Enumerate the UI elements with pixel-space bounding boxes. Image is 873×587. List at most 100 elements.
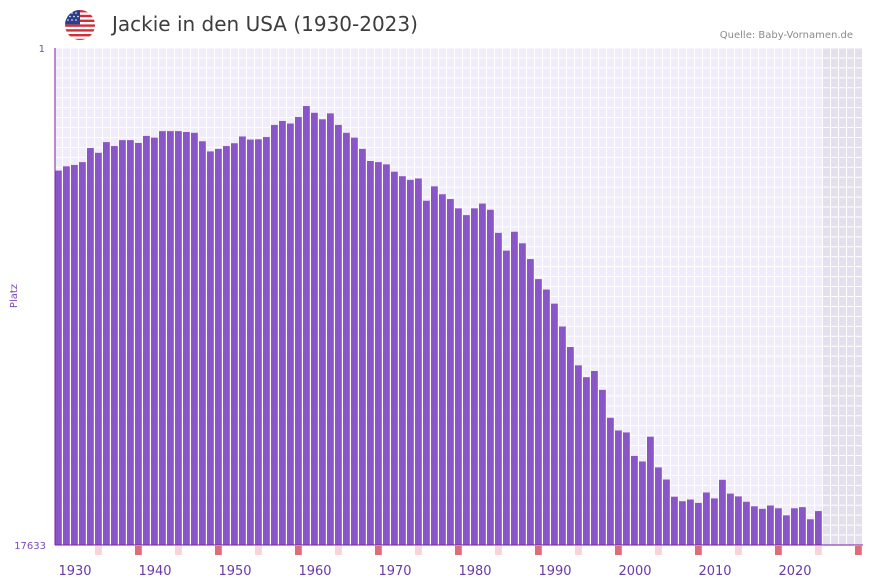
bar-2019 (783, 515, 790, 545)
x-tick-label-2010: 2010 (698, 564, 731, 579)
bar-1978 (455, 208, 462, 546)
bar-2022 (807, 519, 814, 545)
bar-1992 (567, 347, 574, 545)
bar-2010 (711, 498, 718, 545)
bar-2011 (719, 479, 726, 545)
decade-marker-2008 (695, 546, 702, 555)
bar-1983 (495, 232, 502, 545)
bar-1957 (287, 123, 294, 545)
half-decade-marker-1943 (175, 546, 182, 555)
bar-1962 (327, 113, 334, 545)
bar-1980 (471, 208, 478, 546)
x-tick-label-1930: 1930 (58, 564, 91, 579)
bar-2007 (687, 499, 694, 545)
us-flag-icon (65, 10, 95, 40)
bar-1954 (263, 137, 270, 546)
bar-1997 (607, 417, 614, 545)
decade-marker-1948 (215, 546, 222, 555)
bar-1948 (215, 148, 222, 545)
y-axis-label: Platz (9, 284, 20, 308)
bar-1979 (463, 215, 470, 545)
bar-1973 (415, 178, 422, 545)
bar-2017 (767, 505, 774, 545)
half-decade-marker-2013 (735, 546, 742, 555)
bar-1947 (207, 151, 214, 545)
bar-1942 (167, 131, 174, 545)
half-decade-marker-1963 (335, 546, 342, 555)
decade-marker-1998 (615, 546, 622, 555)
half-decade-marker-1933 (95, 546, 102, 555)
source-credit: Quelle: Baby-Vornamen.de (719, 30, 853, 41)
bar-1974 (423, 200, 430, 546)
chart-header: Jackie in den USA (1930-2023) Quelle: Ba… (0, 0, 873, 48)
bar-1952 (247, 139, 254, 546)
decade-marker-1988 (535, 546, 542, 555)
bar-1985 (511, 231, 518, 545)
bar-2016 (759, 508, 766, 545)
x-tick-label-1960: 1960 (298, 564, 331, 579)
bar-2018 (775, 508, 782, 545)
half-decade-marker-2003 (655, 546, 662, 555)
bar-2006 (679, 501, 686, 545)
bar-1996 (599, 389, 606, 545)
bar-1969 (383, 164, 390, 545)
bar-1975 (431, 186, 438, 545)
bar-1998 (615, 430, 622, 545)
bar-1930 (71, 164, 78, 545)
bar-2008 (695, 502, 702, 545)
bar-2015 (751, 506, 758, 545)
decade-marker-1968 (375, 546, 382, 555)
bar-1982 (487, 209, 494, 546)
bar-1967 (367, 161, 374, 545)
y-tick-label-bottom: 17633 (14, 541, 46, 552)
bar-1995 (591, 370, 598, 545)
bar-1932 (87, 148, 94, 545)
bar-1977 (447, 199, 454, 545)
bar-1993 (575, 365, 582, 545)
bar-1971 (399, 176, 406, 545)
decade-marker-2028 (855, 546, 862, 555)
bar-1929 (63, 166, 70, 546)
bar-1936 (119, 140, 126, 545)
bar-1931 (79, 162, 86, 545)
half-decade-marker-1953 (255, 546, 262, 555)
bar-1965 (351, 137, 358, 545)
bar-1943 (175, 131, 182, 545)
bar-2012 (727, 493, 734, 545)
bar-1940 (151, 137, 158, 545)
bar-2020 (791, 508, 798, 545)
decade-marker-2018 (775, 546, 782, 555)
y-tick-label-top: 1 (39, 44, 45, 55)
x-tick-label-1970: 1970 (378, 564, 411, 579)
bar-1946 (199, 141, 206, 545)
decade-marker-1938 (135, 546, 142, 555)
x-tick-label-2000: 2000 (618, 564, 651, 579)
bar-1986 (519, 243, 526, 545)
bar-1988 (535, 279, 542, 545)
bar-1968 (375, 162, 382, 545)
bar-1989 (543, 289, 550, 545)
bar-1928 (55, 170, 62, 545)
decade-marker-1978 (455, 546, 462, 555)
bar-1938 (135, 142, 142, 545)
bar-1970 (391, 171, 398, 545)
x-tick-label-1990: 1990 (538, 564, 571, 579)
bar-1963 (335, 124, 342, 546)
half-decade-marker-1993 (575, 546, 582, 555)
bar-1960 (311, 112, 318, 546)
x-tick-label-2020: 2020 (778, 564, 811, 579)
bar-2021 (799, 507, 806, 545)
bar-1951 (239, 136, 246, 545)
bar-1987 (527, 259, 534, 545)
bar-2001 (639, 461, 646, 545)
bar-1994 (583, 377, 590, 545)
bar-1944 (183, 131, 190, 546)
x-tick-label-1980: 1980 (458, 564, 491, 579)
bar-1953 (255, 139, 262, 545)
bar-1955 (271, 124, 278, 546)
bar-1984 (503, 250, 510, 546)
bar-1950 (231, 143, 238, 545)
half-decade-marker-1983 (495, 546, 502, 555)
bar-2004 (663, 479, 670, 545)
